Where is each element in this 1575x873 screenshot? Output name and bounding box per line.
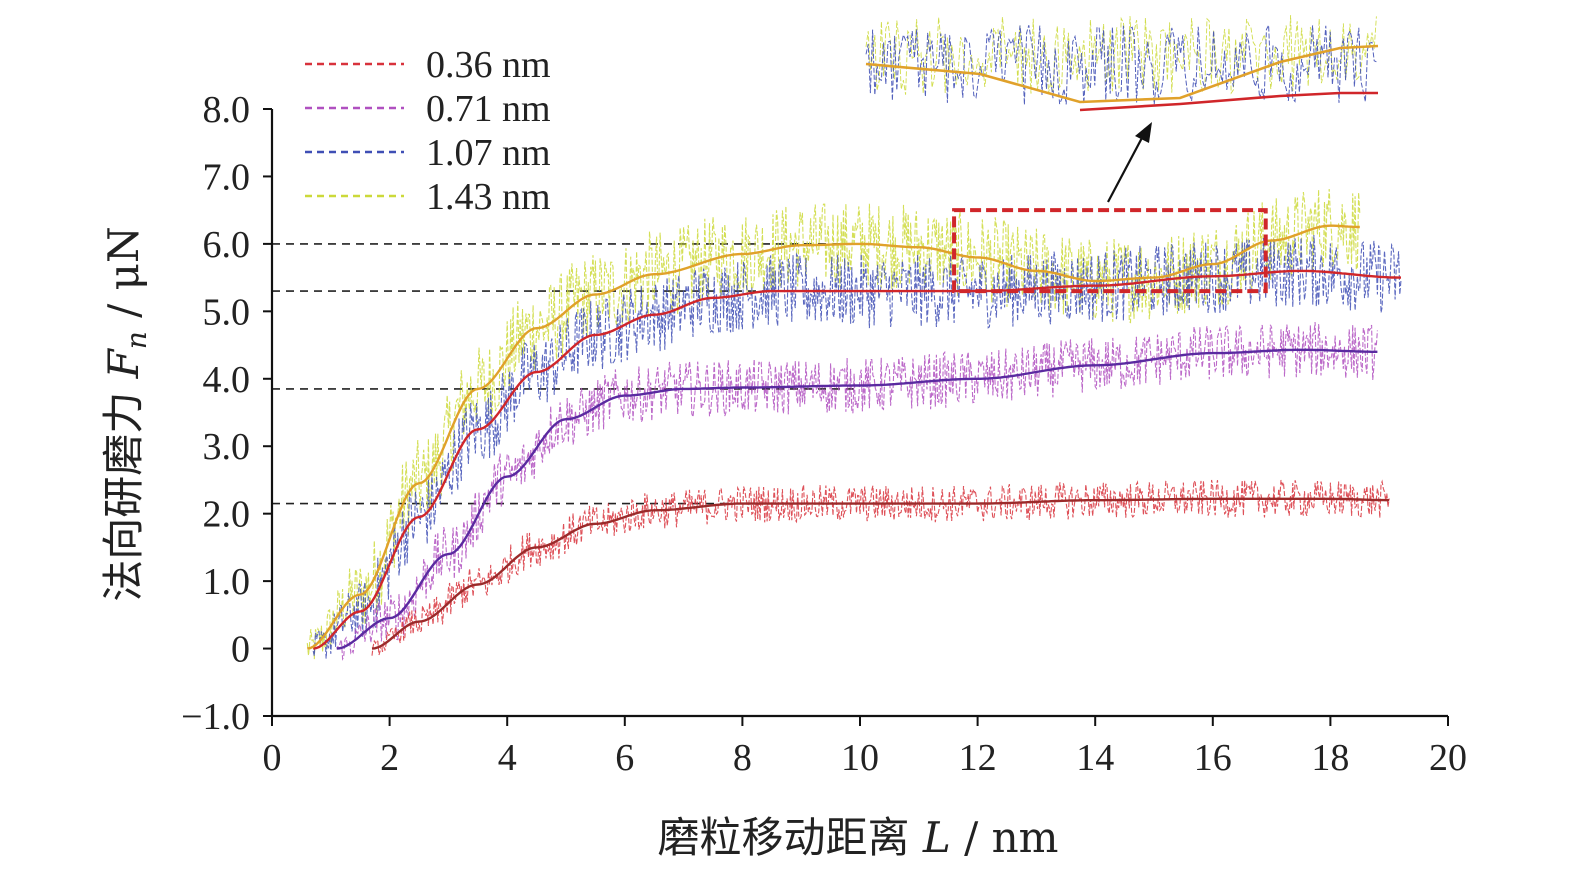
fit-curve xyxy=(312,269,1401,650)
inset-fit-curve xyxy=(1079,91,1378,112)
y-tick-label: 8.0 xyxy=(203,89,251,131)
y-tick-label: 1.0 xyxy=(203,561,251,603)
y-tick-label: −1.0 xyxy=(181,696,250,738)
y-tick-label: 6.0 xyxy=(203,224,251,266)
y-axis-title: 法向研磨力 Fn / μN xyxy=(99,226,153,601)
highlight-box xyxy=(952,208,1268,294)
x-tick-label: 14 xyxy=(1076,737,1114,779)
inset-fit-curve xyxy=(865,44,1379,104)
x-tick-label: 10 xyxy=(841,737,879,779)
y-tick-label: 5.0 xyxy=(203,291,251,333)
axes: −1.0 0 1.0 2.0 3.0 4.0 5.0 6.0 7.0 8.0 0 2 4 6 8 10 12 14… xyxy=(181,89,1467,779)
noise-line xyxy=(371,479,1390,656)
legend-label: 1.07 nm xyxy=(426,132,551,174)
x-tick-label: 6 xyxy=(615,737,634,779)
fit-curve xyxy=(336,348,1378,650)
fit-curve xyxy=(371,497,1390,650)
zoom-arrow-head xyxy=(1135,122,1152,143)
legend-label: 0.36 nm xyxy=(426,44,551,86)
x-tick-label: 16 xyxy=(1194,737,1232,779)
y-tick-label: 0 xyxy=(231,629,250,671)
x-tick-label: 18 xyxy=(1311,737,1349,779)
x-axis-title: 磨粒移动距离 L / nm xyxy=(658,813,1059,862)
legend-label: 0.71 nm xyxy=(426,88,551,130)
y-tick-label: 2.0 xyxy=(203,494,251,536)
inset-noise-line xyxy=(865,23,1377,105)
x-tick-label: 20 xyxy=(1429,737,1467,779)
zoom-inset xyxy=(865,15,1379,112)
fit-curve xyxy=(307,224,1360,650)
noise-line xyxy=(336,322,1378,661)
x-tick-label: 4 xyxy=(498,737,517,779)
noise-line xyxy=(312,235,1402,659)
x-tick-label: 12 xyxy=(959,737,997,779)
noise-series xyxy=(306,188,1402,661)
x-tick-label: 2 xyxy=(380,737,399,779)
y-tick-label: 4.0 xyxy=(203,359,251,401)
x-tick-label: 0 xyxy=(263,737,282,779)
y-tick-label: 3.0 xyxy=(203,426,251,468)
fit-curves xyxy=(307,224,1401,650)
zoom-arrow-shaft xyxy=(1107,133,1145,203)
legend: 0.36 nm0.71 nm1.07 nm1.43 nm xyxy=(305,44,551,218)
noise-line xyxy=(306,188,1361,660)
y-tick-label: 7.0 xyxy=(203,156,251,198)
highlight-box-group xyxy=(952,122,1268,294)
legend-label: 1.43 nm xyxy=(426,176,551,218)
x-tick-label: 8 xyxy=(733,737,752,779)
